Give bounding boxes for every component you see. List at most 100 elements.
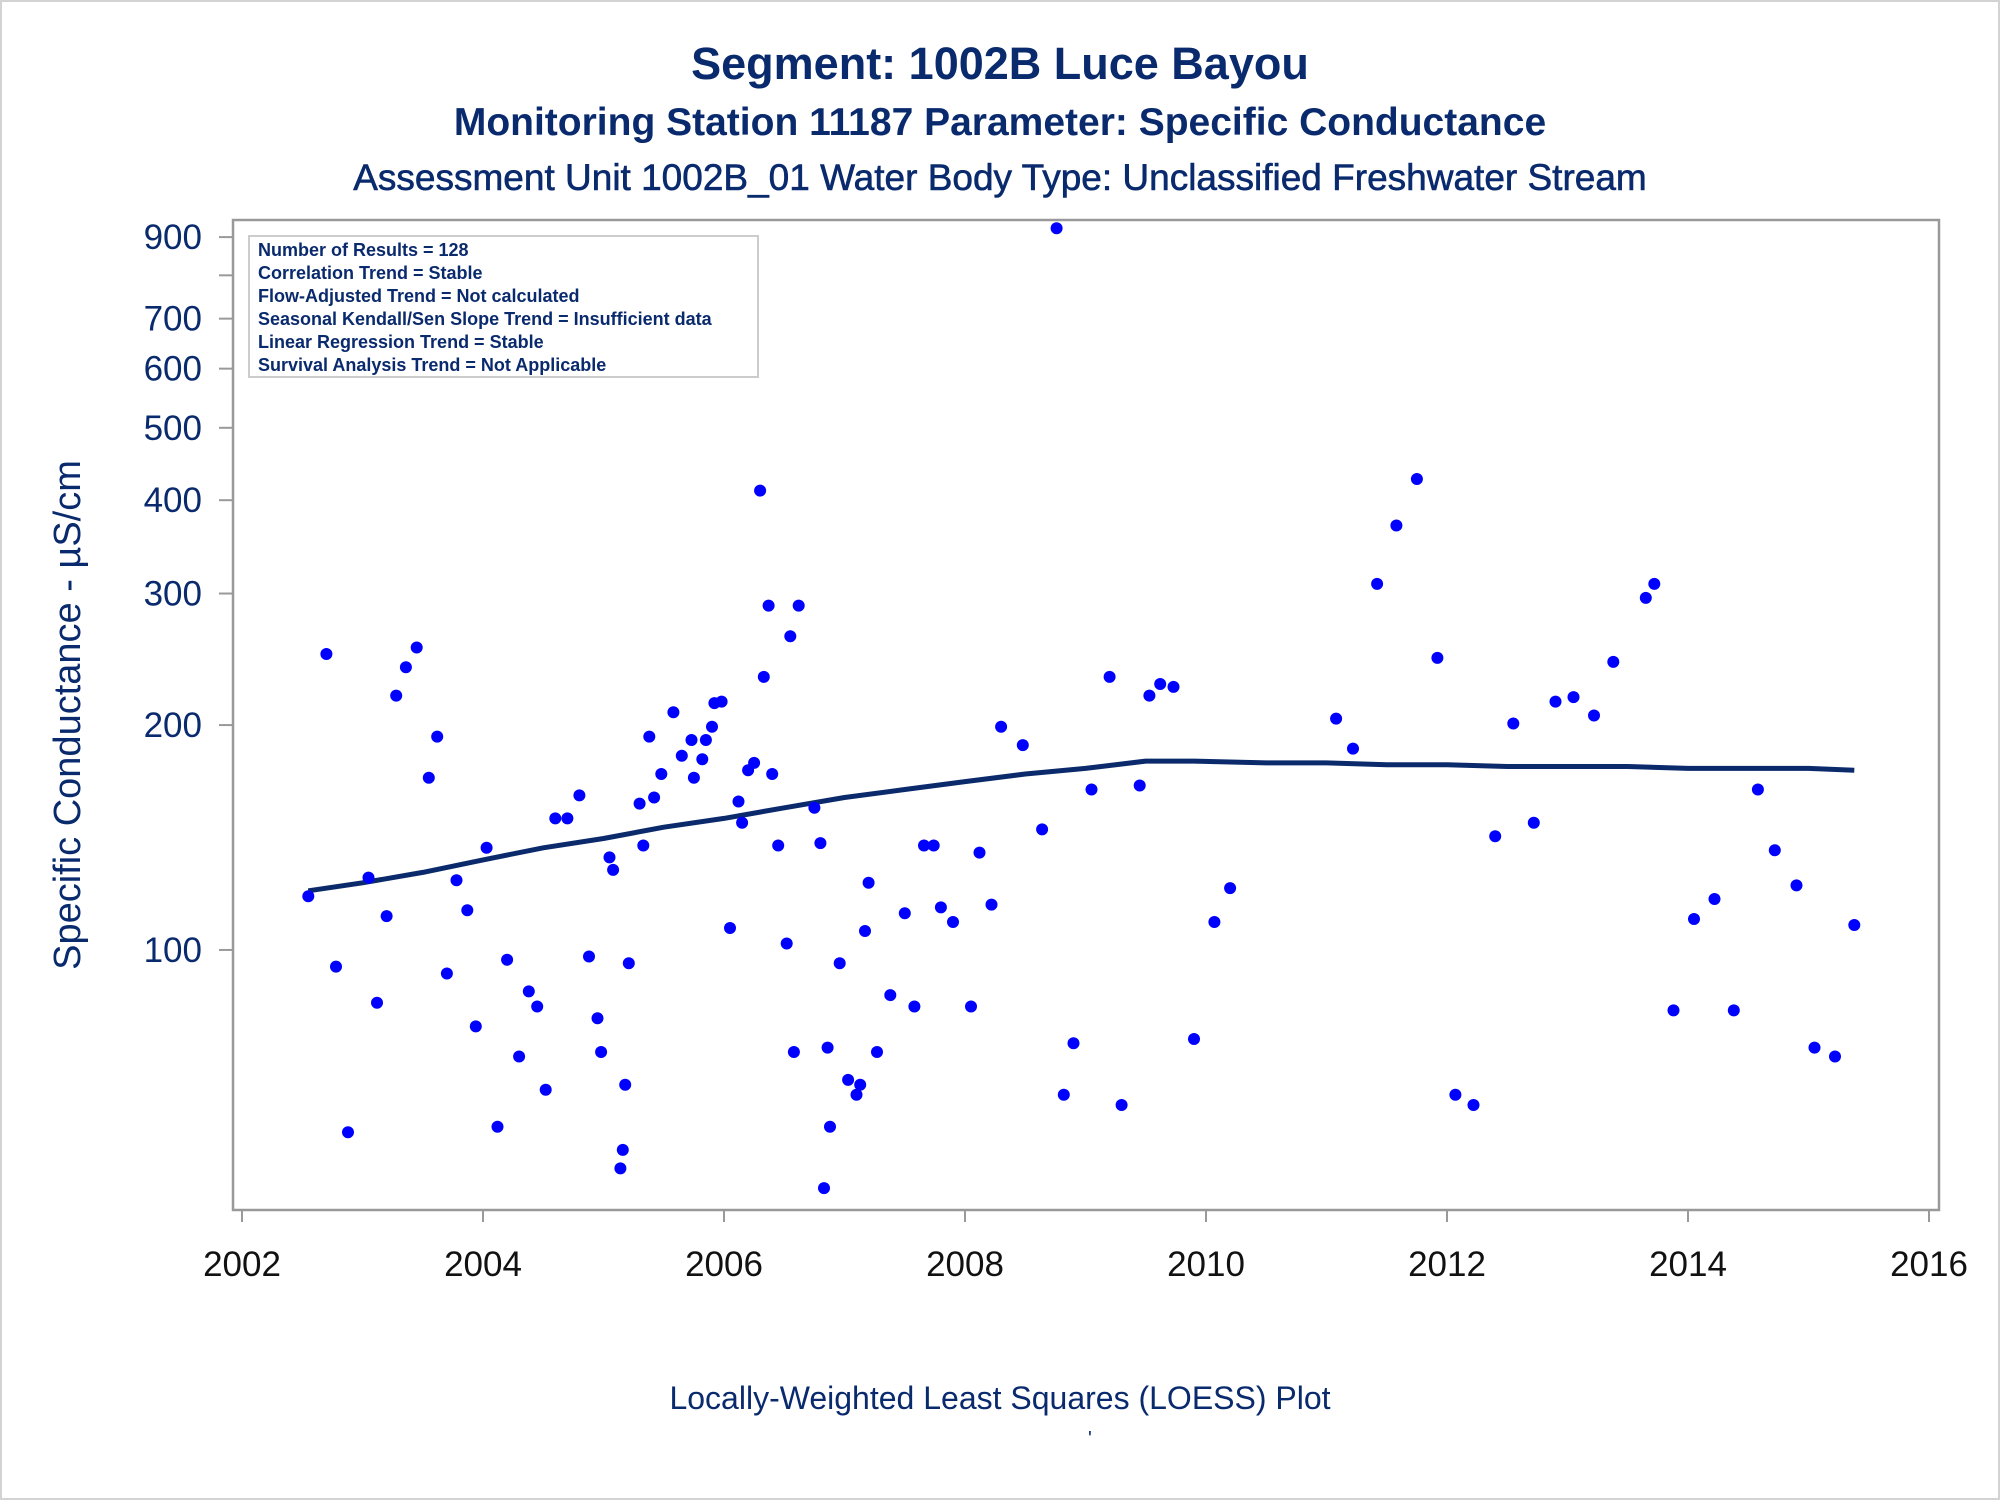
data-point [302, 890, 315, 903]
data-point [1489, 830, 1502, 843]
data-point [607, 863, 620, 876]
data-point [1057, 1088, 1070, 1101]
y-tick-label: 200 [144, 706, 202, 745]
data-point [850, 1088, 863, 1101]
data-point [833, 957, 846, 970]
data-point [643, 730, 656, 743]
data-point [619, 1078, 632, 1091]
data-point [908, 1000, 921, 1013]
chart-subtitle-station: Monitoring Station 11187 Parameter: Spec… [453, 101, 1547, 144]
data-point [1507, 717, 1520, 730]
data-point [1133, 779, 1146, 792]
data-point [637, 839, 650, 852]
data-point [1848, 919, 1861, 931]
data-point [884, 989, 897, 1002]
y-tick-label: 300 [144, 575, 202, 614]
data-point [715, 695, 728, 708]
data-point [1143, 689, 1156, 702]
x-tick-label: 2004 [444, 1245, 522, 1284]
chart-subtitle-assessment: Assessment Unit 1002B_01 Water Body Type… [353, 157, 1647, 199]
data-point [1607, 655, 1620, 668]
data-point [973, 846, 986, 859]
data-point [320, 648, 333, 660]
data-point [399, 661, 412, 674]
data-point [965, 1000, 977, 1013]
data-point [780, 937, 793, 950]
data-point [754, 484, 767, 497]
stats-line: Flow-Adjusted Trend = Not calculated [258, 286, 580, 306]
data-point [934, 901, 947, 914]
data-point [1050, 222, 1063, 235]
plot-area-border [231, 218, 1941, 1212]
data-point [1708, 893, 1721, 905]
data-point [1208, 916, 1221, 928]
data-point [549, 812, 562, 825]
chart-title: Segment: 1002B Luce Bayou [691, 38, 1309, 89]
data-point [732, 795, 745, 808]
data-point [513, 1050, 526, 1063]
data-point [431, 730, 444, 743]
x-tick-label: 2016 [1890, 1245, 1968, 1284]
y-tick-label: 700 [144, 300, 202, 339]
data-point [918, 839, 930, 852]
loess-layer [307, 758, 1855, 894]
data-point [501, 953, 514, 966]
data-point [985, 898, 998, 911]
data-point [573, 789, 586, 802]
data-point [947, 916, 959, 928]
data-point [1467, 1099, 1480, 1111]
data-point [342, 1126, 354, 1139]
data-point [766, 768, 779, 780]
y-axis-label: Specific Conductance - µS/cm [47, 460, 89, 970]
y-axis: 100 200 300 400 500 600 700 900 [144, 218, 233, 970]
data-point [1371, 577, 1384, 590]
data-point [330, 960, 342, 973]
data-point [1016, 739, 1029, 752]
data-point [422, 771, 435, 784]
data-point [862, 876, 875, 889]
data-point [1067, 1037, 1080, 1050]
data-point [603, 851, 616, 864]
data-point [1115, 1099, 1128, 1111]
data-point [622, 957, 635, 970]
data-point [1167, 680, 1180, 693]
data-point [633, 797, 646, 810]
data-point [854, 1078, 867, 1091]
data-point [675, 749, 688, 762]
data-point [1103, 670, 1116, 683]
data-point [1224, 882, 1237, 895]
x-tick-label: 2006 [685, 1245, 763, 1284]
data-point [1527, 816, 1540, 829]
data-point [1549, 695, 1562, 708]
data-point [787, 1046, 800, 1058]
data-point [390, 689, 403, 702]
data-point [1588, 709, 1600, 722]
data-point [871, 1046, 883, 1058]
stats-line: Number of Results = 128 [258, 240, 469, 260]
data-point [440, 967, 453, 980]
stats-line: Seasonal Kendall/Sen Slope Trend = Insuf… [258, 309, 713, 329]
data-point [1154, 678, 1167, 690]
data-point [995, 720, 1008, 733]
stats-line: Survival Analysis Trend = Not Applicable [258, 355, 606, 375]
data-point [748, 756, 761, 769]
data-points [302, 222, 1861, 1195]
data-point [522, 985, 535, 998]
data-point [772, 839, 785, 852]
data-point [583, 950, 595, 963]
x-tick-label: 2012 [1408, 1245, 1486, 1284]
stats-line: Correlation Trend = Stable [258, 263, 483, 283]
data-point [655, 768, 668, 780]
data-point [724, 922, 736, 934]
data-point [616, 1143, 629, 1156]
data-point [696, 753, 709, 766]
data-point [539, 1083, 552, 1096]
data-point [561, 812, 574, 825]
data-point [1768, 844, 1781, 857]
x-tick-label: 2002 [203, 1245, 281, 1284]
data-point [1751, 783, 1764, 796]
data-point [927, 839, 940, 852]
data-point [842, 1073, 855, 1086]
y-tick-label: 900 [144, 218, 202, 257]
